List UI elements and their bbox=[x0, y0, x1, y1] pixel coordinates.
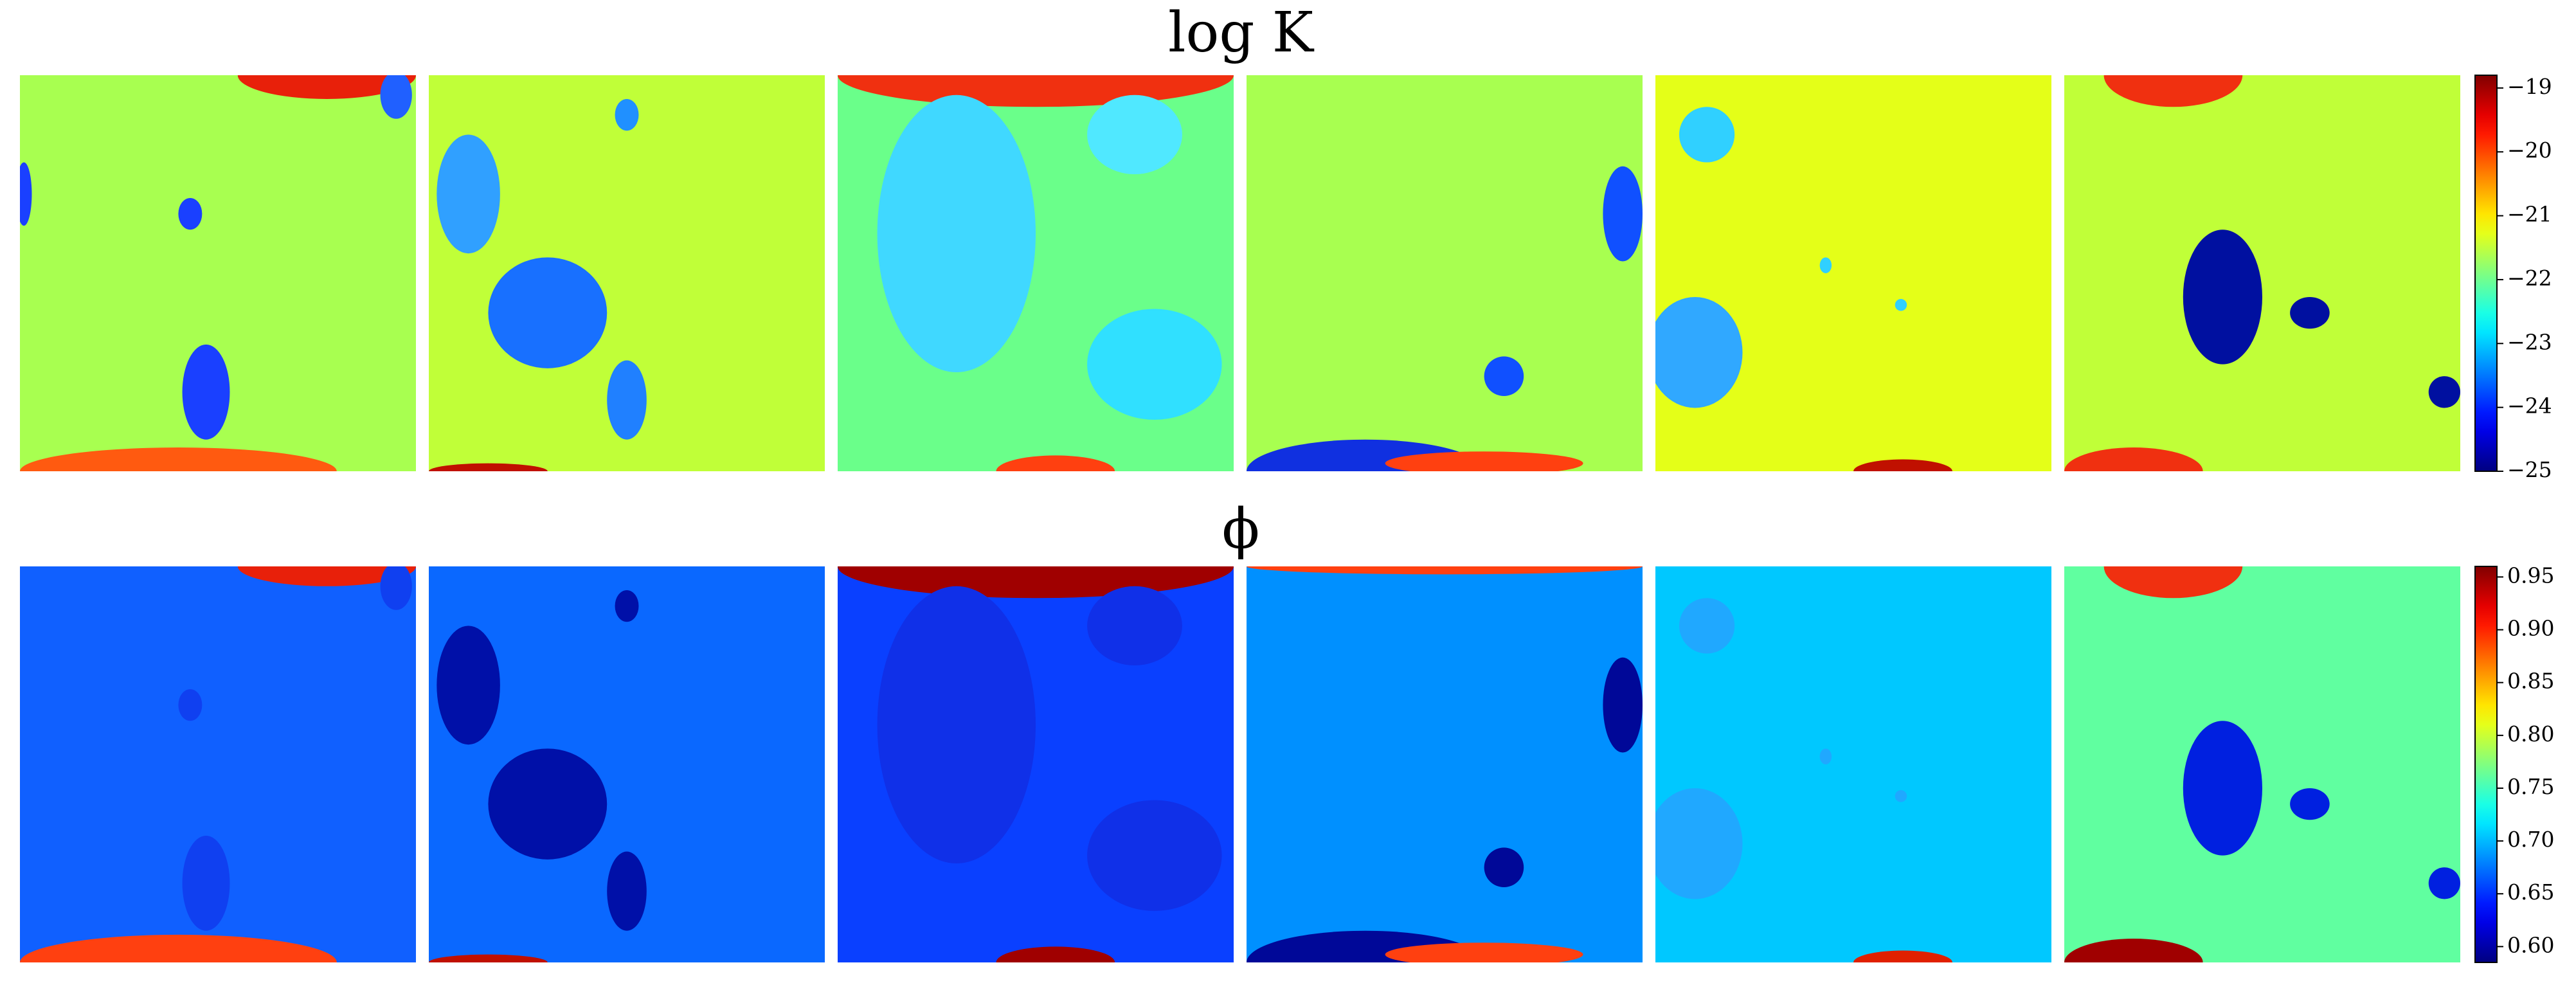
field-region bbox=[2428, 376, 2460, 408]
field-region bbox=[20, 934, 337, 962]
tick-label: −24 bbox=[2507, 393, 2552, 419]
field-region bbox=[615, 98, 639, 131]
field-region bbox=[2183, 721, 2262, 856]
field-region bbox=[2064, 447, 2203, 471]
tick-label: 0.85 bbox=[2507, 669, 2554, 694]
row-title: log K bbox=[1168, 1, 1315, 65]
field-region bbox=[178, 197, 203, 230]
heatmap-panel bbox=[1655, 566, 2051, 962]
tick-label: 0.60 bbox=[2507, 932, 2554, 957]
field-region bbox=[2290, 296, 2330, 329]
tick-label: −19 bbox=[2507, 74, 2552, 99]
field-region bbox=[1247, 566, 1643, 575]
tick-label: 0.80 bbox=[2507, 721, 2554, 746]
field-region bbox=[2428, 867, 2460, 899]
field-region bbox=[237, 566, 416, 586]
field-region bbox=[1484, 847, 1524, 887]
field-region bbox=[2290, 788, 2330, 820]
field-region bbox=[1853, 459, 1952, 471]
field bbox=[1247, 75, 1643, 471]
heatmap-panel bbox=[2064, 75, 2460, 471]
field-region bbox=[488, 748, 608, 860]
field-region bbox=[2103, 566, 2243, 599]
field-region bbox=[607, 360, 647, 440]
field-region bbox=[380, 566, 412, 610]
field-region bbox=[1603, 657, 1643, 753]
field-region bbox=[1603, 166, 1643, 262]
tick-label: 0.65 bbox=[2507, 879, 2554, 905]
field-region bbox=[996, 946, 1115, 962]
field-region bbox=[1087, 309, 1222, 420]
field-region bbox=[237, 75, 416, 99]
heatmap-panel bbox=[429, 566, 825, 962]
field-region bbox=[1679, 598, 1735, 654]
field-region bbox=[429, 954, 548, 962]
field-region bbox=[380, 75, 412, 119]
field-region bbox=[2103, 75, 2243, 107]
heatmap-panel bbox=[20, 566, 416, 962]
field-region bbox=[838, 566, 1234, 599]
field-region bbox=[1895, 299, 1907, 311]
tick-label: −25 bbox=[2507, 457, 2552, 482]
field-region bbox=[1385, 942, 1583, 962]
field-region bbox=[615, 590, 639, 622]
field-region bbox=[1679, 107, 1735, 163]
heatmap-panel bbox=[1655, 75, 2051, 471]
heatmap-panel bbox=[429, 75, 825, 471]
field-region bbox=[1819, 257, 1832, 273]
field-region bbox=[996, 455, 1115, 471]
field-region bbox=[1087, 586, 1182, 665]
tick-label: −23 bbox=[2507, 329, 2552, 354]
heatmap-panel bbox=[20, 75, 416, 471]
tick-label: 0.70 bbox=[2507, 827, 2554, 852]
field-region bbox=[182, 344, 230, 440]
field-region bbox=[607, 851, 647, 931]
field-region bbox=[1087, 800, 1222, 911]
field-region bbox=[1484, 356, 1524, 396]
tick-label: 0.95 bbox=[2507, 563, 2554, 588]
field bbox=[2064, 566, 2460, 962]
field-region bbox=[2064, 939, 2203, 962]
field-region bbox=[1819, 748, 1832, 765]
field-region bbox=[877, 95, 1036, 372]
field-region bbox=[178, 689, 203, 721]
tick-label: 0.90 bbox=[2507, 616, 2554, 641]
field-region bbox=[437, 134, 500, 254]
field-region bbox=[429, 463, 548, 471]
heatmap-panel bbox=[838, 566, 1234, 962]
field-region bbox=[877, 586, 1036, 863]
field-region bbox=[1655, 296, 1743, 408]
heatmap-panel bbox=[838, 75, 1234, 471]
field-region bbox=[1655, 788, 1743, 899]
field-region bbox=[2183, 230, 2262, 365]
tick-label: −21 bbox=[2507, 202, 2552, 227]
field bbox=[2064, 75, 2460, 471]
row-title: ϕ bbox=[1222, 497, 1260, 561]
tick-label: −20 bbox=[2507, 138, 2552, 163]
field-region bbox=[20, 162, 32, 226]
field-region bbox=[437, 626, 500, 745]
tick-label: 0.75 bbox=[2507, 774, 2554, 799]
heatmap-panel bbox=[2064, 566, 2460, 962]
field-region bbox=[182, 835, 230, 931]
field-region bbox=[1853, 950, 1952, 962]
field-region bbox=[1385, 451, 1583, 471]
field-region bbox=[20, 447, 337, 471]
field-region bbox=[1087, 95, 1182, 174]
colorbar bbox=[2474, 75, 2498, 472]
heatmap-panel bbox=[1247, 566, 1643, 962]
tick-label: −22 bbox=[2507, 266, 2552, 291]
field-region bbox=[488, 257, 608, 368]
colorbar bbox=[2474, 566, 2498, 963]
heatmap-panel bbox=[1247, 75, 1643, 471]
field-region bbox=[1895, 790, 1907, 802]
field bbox=[1247, 566, 1643, 962]
